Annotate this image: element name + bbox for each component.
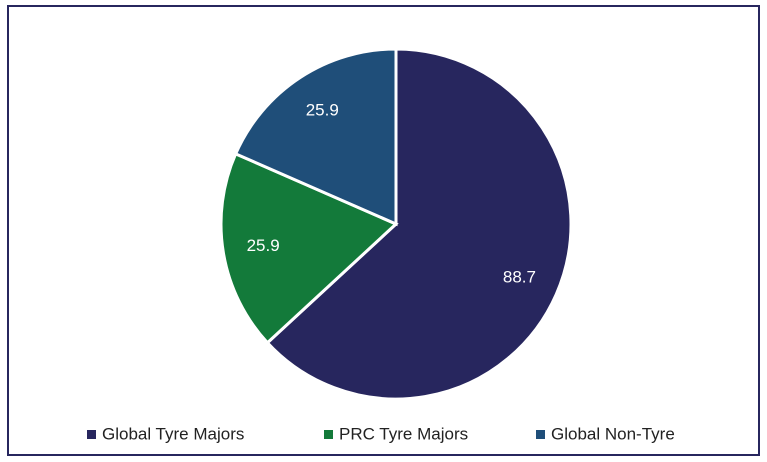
pie-slice xyxy=(233,47,398,227)
legend-swatch xyxy=(87,430,96,439)
pie-slice xyxy=(219,151,399,345)
legend-swatch xyxy=(536,430,545,439)
legend-label: Global Tyre Majors xyxy=(102,424,244,443)
data-label: 25.9 xyxy=(247,236,280,255)
legend-label: PRC Tyre Majors xyxy=(339,424,468,443)
legend-label: Global Non-Tyre xyxy=(551,424,675,443)
data-label: 88.7 xyxy=(503,268,536,287)
legend-swatch xyxy=(324,430,333,439)
pie-slice xyxy=(265,47,573,401)
data-label: 25.9 xyxy=(306,101,339,120)
